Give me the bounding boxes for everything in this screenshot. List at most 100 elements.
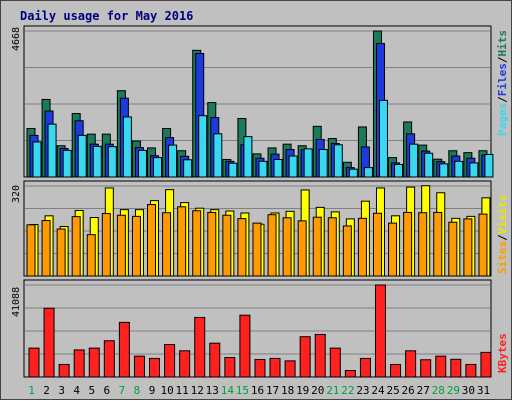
bar-kbytes-day-10 bbox=[164, 344, 176, 378]
panel-kbytes: 41088 KBytes bbox=[11, 279, 509, 378]
legend-pages: Pages bbox=[496, 103, 509, 136]
x-tick-label-day-21: 21 bbox=[326, 384, 339, 397]
bar-pages-day-13 bbox=[213, 133, 223, 178]
legend-separator: / bbox=[496, 234, 509, 241]
legend-separator: / bbox=[496, 56, 509, 63]
bar-sites-day-27 bbox=[418, 212, 428, 277]
x-tick-label-day-30: 30 bbox=[462, 384, 475, 397]
bar-kbytes-day-31 bbox=[480, 351, 492, 378]
x-tick-label-day-4: 4 bbox=[73, 384, 80, 397]
x-tick-label-day-14: 14 bbox=[221, 384, 235, 397]
legend-separator: / bbox=[496, 96, 509, 103]
bar-kbytes-day-6 bbox=[103, 340, 115, 378]
bar-kbytes-day-26 bbox=[405, 350, 417, 378]
x-tick-label-day-2: 2 bbox=[43, 384, 50, 397]
bar-pages-day-29 bbox=[454, 160, 464, 178]
x-tick-label-day-27: 27 bbox=[417, 384, 430, 397]
bar-pages-day-25 bbox=[394, 163, 404, 178]
x-tick-label-day-15: 15 bbox=[236, 384, 249, 397]
bar-kbytes-day-4 bbox=[73, 349, 85, 378]
bar-pages-day-22 bbox=[348, 168, 358, 178]
bar-kbytes-day-1 bbox=[28, 347, 40, 378]
bar-sites-day-17 bbox=[267, 214, 277, 277]
x-tick-label-day-23: 23 bbox=[356, 384, 369, 397]
bar-sites-day-29 bbox=[448, 221, 458, 277]
bar-pages-day-18 bbox=[288, 155, 298, 178]
bar-kbytes-day-28 bbox=[435, 355, 447, 378]
bar-kbytes-day-14 bbox=[224, 357, 236, 378]
bar-sites-day-13 bbox=[207, 211, 217, 277]
bar-pages-day-28 bbox=[439, 163, 449, 178]
x-tick-label-day-28: 28 bbox=[432, 384, 445, 397]
panel-hits-bars bbox=[26, 30, 494, 178]
bar-sites-day-30 bbox=[463, 218, 473, 277]
x-tick-label-day-17: 17 bbox=[266, 384, 279, 397]
bar-sites-day-12 bbox=[192, 210, 202, 277]
bar-pages-day-3 bbox=[62, 149, 72, 178]
bar-kbytes-day-2 bbox=[43, 307, 55, 378]
bar-pages-day-11 bbox=[183, 159, 193, 178]
x-tick-label-day-18: 18 bbox=[281, 384, 294, 397]
legend-visits: Visits bbox=[496, 195, 509, 235]
bar-sites-day-21 bbox=[327, 217, 337, 277]
x-tick-label-day-19: 19 bbox=[296, 384, 309, 397]
bar-kbytes-day-13 bbox=[209, 342, 221, 378]
bar-kbytes-day-21 bbox=[329, 347, 341, 378]
x-tick-label-day-3: 3 bbox=[58, 384, 65, 397]
bar-sites-day-1 bbox=[26, 224, 36, 277]
bar-sites-day-22 bbox=[342, 225, 352, 277]
bar-sites-day-23 bbox=[357, 217, 367, 277]
bar-pages-day-16 bbox=[258, 160, 268, 178]
bar-sites-day-28 bbox=[433, 211, 443, 277]
bar-pages-day-17 bbox=[273, 158, 283, 178]
bar-pages-day-12 bbox=[198, 115, 208, 178]
bar-kbytes-day-16 bbox=[254, 359, 266, 378]
panel-kbytes-gridlines bbox=[25, 284, 490, 355]
hits-legend: Pages/Files/Hits bbox=[496, 30, 509, 136]
legend-sites: Sites bbox=[496, 241, 509, 274]
bar-sites-day-26 bbox=[403, 211, 413, 277]
x-tick-label-day-16: 16 bbox=[251, 384, 264, 397]
bar-pages-day-2 bbox=[47, 123, 57, 178]
bar-pages-day-5 bbox=[92, 145, 102, 178]
panel-visits-bars bbox=[26, 185, 491, 277]
panel-visits-sites: 320 Sites/Visits bbox=[11, 180, 509, 277]
bar-pages-day-19 bbox=[303, 148, 313, 178]
legend-hits: Hits bbox=[496, 30, 509, 57]
bar-kbytes-day-18 bbox=[284, 360, 296, 378]
bar-kbytes-day-22 bbox=[344, 370, 356, 378]
bar-pages-day-27 bbox=[424, 152, 434, 178]
bar-sites-day-8 bbox=[131, 215, 141, 277]
bar-pages-day-24 bbox=[378, 99, 388, 178]
x-axis-day-labels: 1 2 3 4 5 6 7 8 9 10 11 12 13 14 15 16 17 18 19 20 21 22 23 24 2… bbox=[28, 384, 490, 397]
bar-kbytes-day-7 bbox=[118, 321, 130, 378]
bar-kbytes-day-27 bbox=[420, 359, 432, 378]
bar-pages-day-10 bbox=[168, 144, 178, 178]
x-tick-label-day-26: 26 bbox=[402, 384, 415, 397]
bar-kbytes-day-12 bbox=[194, 316, 206, 378]
bar-pages-day-15 bbox=[243, 136, 253, 178]
bar-pages-day-14 bbox=[228, 162, 238, 178]
hits-ymax-label: 4668 bbox=[11, 27, 22, 51]
bar-pages-day-30 bbox=[469, 162, 479, 178]
bar-sites-day-15 bbox=[237, 218, 247, 277]
x-tick-label-day-12: 12 bbox=[191, 384, 204, 397]
bar-kbytes-day-19 bbox=[299, 336, 311, 378]
panel-hits-files-pages: 4668 Pages/Files/Hits bbox=[11, 25, 509, 178]
bar-pages-day-21 bbox=[333, 144, 343, 178]
bar-sites-day-16 bbox=[252, 222, 262, 277]
bar-pages-day-23 bbox=[363, 167, 373, 178]
bar-sites-day-14 bbox=[222, 214, 232, 277]
bar-kbytes-day-17 bbox=[269, 357, 281, 378]
x-tick-label-day-24: 24 bbox=[371, 384, 385, 397]
bar-kbytes-day-25 bbox=[390, 363, 402, 378]
bar-kbytes-day-23 bbox=[359, 357, 371, 378]
x-tick-label-day-8: 8 bbox=[134, 384, 141, 397]
x-tick-label-day-5: 5 bbox=[88, 384, 95, 397]
bar-pages-day-9 bbox=[153, 157, 163, 178]
bar-kbytes-day-9 bbox=[149, 357, 161, 378]
bar-kbytes-day-15 bbox=[239, 314, 251, 378]
bar-sites-day-9 bbox=[147, 204, 157, 277]
